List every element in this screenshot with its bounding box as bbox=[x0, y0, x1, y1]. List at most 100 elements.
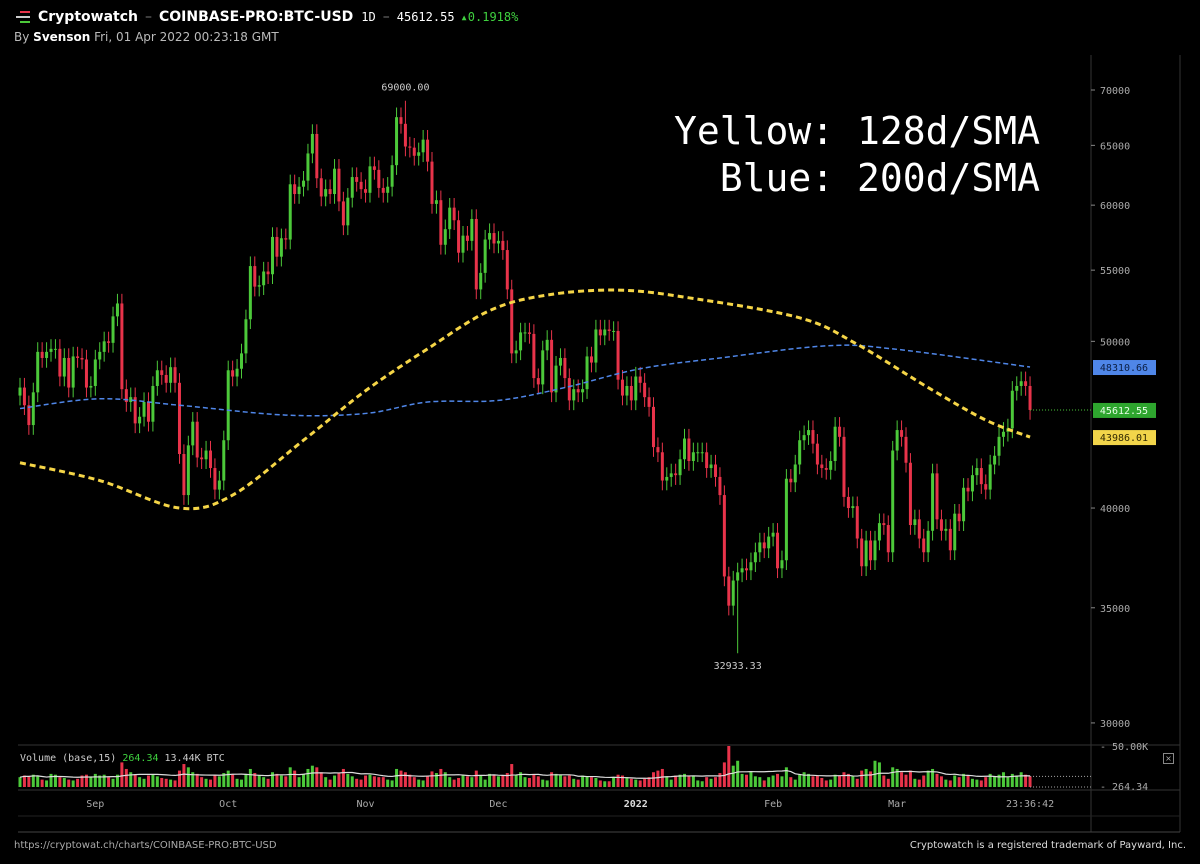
volume-bar bbox=[310, 765, 314, 787]
candle-body bbox=[833, 426, 837, 461]
candle bbox=[660, 442, 664, 491]
candle-body bbox=[869, 540, 873, 561]
volume-bar bbox=[554, 773, 558, 787]
candle bbox=[877, 513, 881, 551]
volume-bar bbox=[173, 780, 177, 787]
volume-bar bbox=[155, 776, 159, 787]
candle-body bbox=[488, 233, 492, 240]
candle bbox=[319, 168, 323, 207]
candle-body bbox=[155, 370, 159, 386]
candle bbox=[208, 440, 212, 478]
volume-bar bbox=[430, 771, 434, 787]
candle bbox=[820, 454, 824, 478]
volume-bar bbox=[736, 760, 740, 787]
volume-bar bbox=[200, 777, 204, 787]
candle-body bbox=[939, 519, 943, 531]
volume-bar bbox=[1006, 777, 1010, 787]
close-volume-pane-icon[interactable]: × bbox=[1163, 753, 1174, 764]
candle bbox=[913, 509, 917, 535]
volume-bar bbox=[102, 774, 106, 787]
candle-body bbox=[386, 186, 390, 193]
price-label-text: 43986.01 bbox=[1100, 433, 1148, 444]
volume-bar bbox=[505, 773, 509, 787]
volume-bar bbox=[913, 778, 917, 787]
candle bbox=[18, 377, 22, 406]
volume-bar bbox=[1010, 773, 1014, 787]
candle-body bbox=[151, 385, 155, 422]
candle bbox=[297, 177, 301, 204]
candle-body bbox=[855, 506, 859, 539]
candle-body bbox=[1001, 431, 1005, 437]
volume-bar bbox=[838, 775, 842, 787]
candle-body bbox=[510, 289, 514, 354]
last-price: 45612.55 bbox=[396, 10, 455, 24]
candle bbox=[581, 379, 585, 403]
candle-body bbox=[53, 348, 57, 350]
candle bbox=[372, 156, 376, 180]
candle bbox=[882, 513, 886, 535]
volume-bar bbox=[1024, 774, 1028, 787]
candle bbox=[452, 197, 456, 231]
market-name: COINBASE-PRO:BTC-USD bbox=[158, 9, 354, 25]
price-change: ▴0.1918% bbox=[460, 10, 519, 24]
candle-body bbox=[395, 117, 399, 166]
volume-min-label: - 264.34 bbox=[1100, 782, 1148, 793]
volume-bar bbox=[120, 762, 124, 787]
candle-body bbox=[683, 438, 686, 460]
volume-bar bbox=[678, 774, 682, 787]
chart-url[interactable]: https://cryptowat.ch/charts/COINBASE-PRO… bbox=[14, 840, 277, 851]
candle bbox=[22, 377, 26, 416]
candle-body bbox=[355, 177, 359, 182]
volume-bar bbox=[457, 777, 461, 787]
candle-body bbox=[979, 468, 983, 485]
candle-body bbox=[138, 416, 142, 424]
candle bbox=[217, 470, 221, 500]
candle-body bbox=[997, 436, 1001, 456]
candle-body bbox=[696, 452, 700, 454]
candle bbox=[678, 449, 682, 485]
candle bbox=[962, 478, 966, 531]
volume-bar bbox=[718, 773, 722, 787]
candle-body bbox=[820, 464, 824, 469]
candle bbox=[558, 348, 562, 376]
candle-body bbox=[545, 339, 549, 351]
price-label-bg bbox=[1093, 430, 1156, 446]
volume-bar bbox=[629, 778, 633, 787]
candle-body bbox=[634, 376, 638, 401]
sma-legend-blue: Blue: 200d/SMA bbox=[719, 156, 1040, 200]
volume-bar bbox=[395, 768, 399, 787]
volume-bar bbox=[76, 778, 80, 787]
candle-body bbox=[523, 332, 527, 334]
candle bbox=[408, 136, 412, 158]
candle bbox=[293, 174, 297, 204]
chart-header: Cryptowatch – COINBASE-PRO:BTC-USD 1D – … bbox=[14, 6, 1194, 44]
candle bbox=[904, 427, 908, 473]
candle-body bbox=[700, 452, 704, 454]
candle-body bbox=[589, 356, 593, 363]
candle-body bbox=[146, 402, 150, 422]
volume-bar bbox=[829, 779, 833, 787]
candle-body bbox=[789, 478, 793, 483]
volume-bar bbox=[302, 773, 306, 787]
volume-bar bbox=[780, 776, 784, 787]
volume-bar bbox=[448, 777, 452, 787]
volume-bar bbox=[798, 774, 802, 787]
volume-bar bbox=[908, 770, 912, 787]
candle-body bbox=[900, 430, 904, 437]
candle bbox=[443, 219, 447, 255]
candle bbox=[439, 190, 443, 255]
cryptowatch-logo-icon bbox=[14, 10, 32, 24]
volume-bar bbox=[381, 777, 385, 787]
volume-bar bbox=[479, 775, 483, 787]
volume-bar bbox=[350, 776, 354, 787]
volume-bar bbox=[944, 779, 948, 787]
candle-body bbox=[350, 177, 354, 198]
volume-bar bbox=[1028, 776, 1032, 787]
candle bbox=[1019, 371, 1023, 396]
candle bbox=[84, 349, 88, 398]
volume-bar bbox=[647, 777, 651, 787]
candle bbox=[527, 322, 531, 344]
candle bbox=[616, 321, 620, 390]
candle bbox=[262, 261, 266, 296]
